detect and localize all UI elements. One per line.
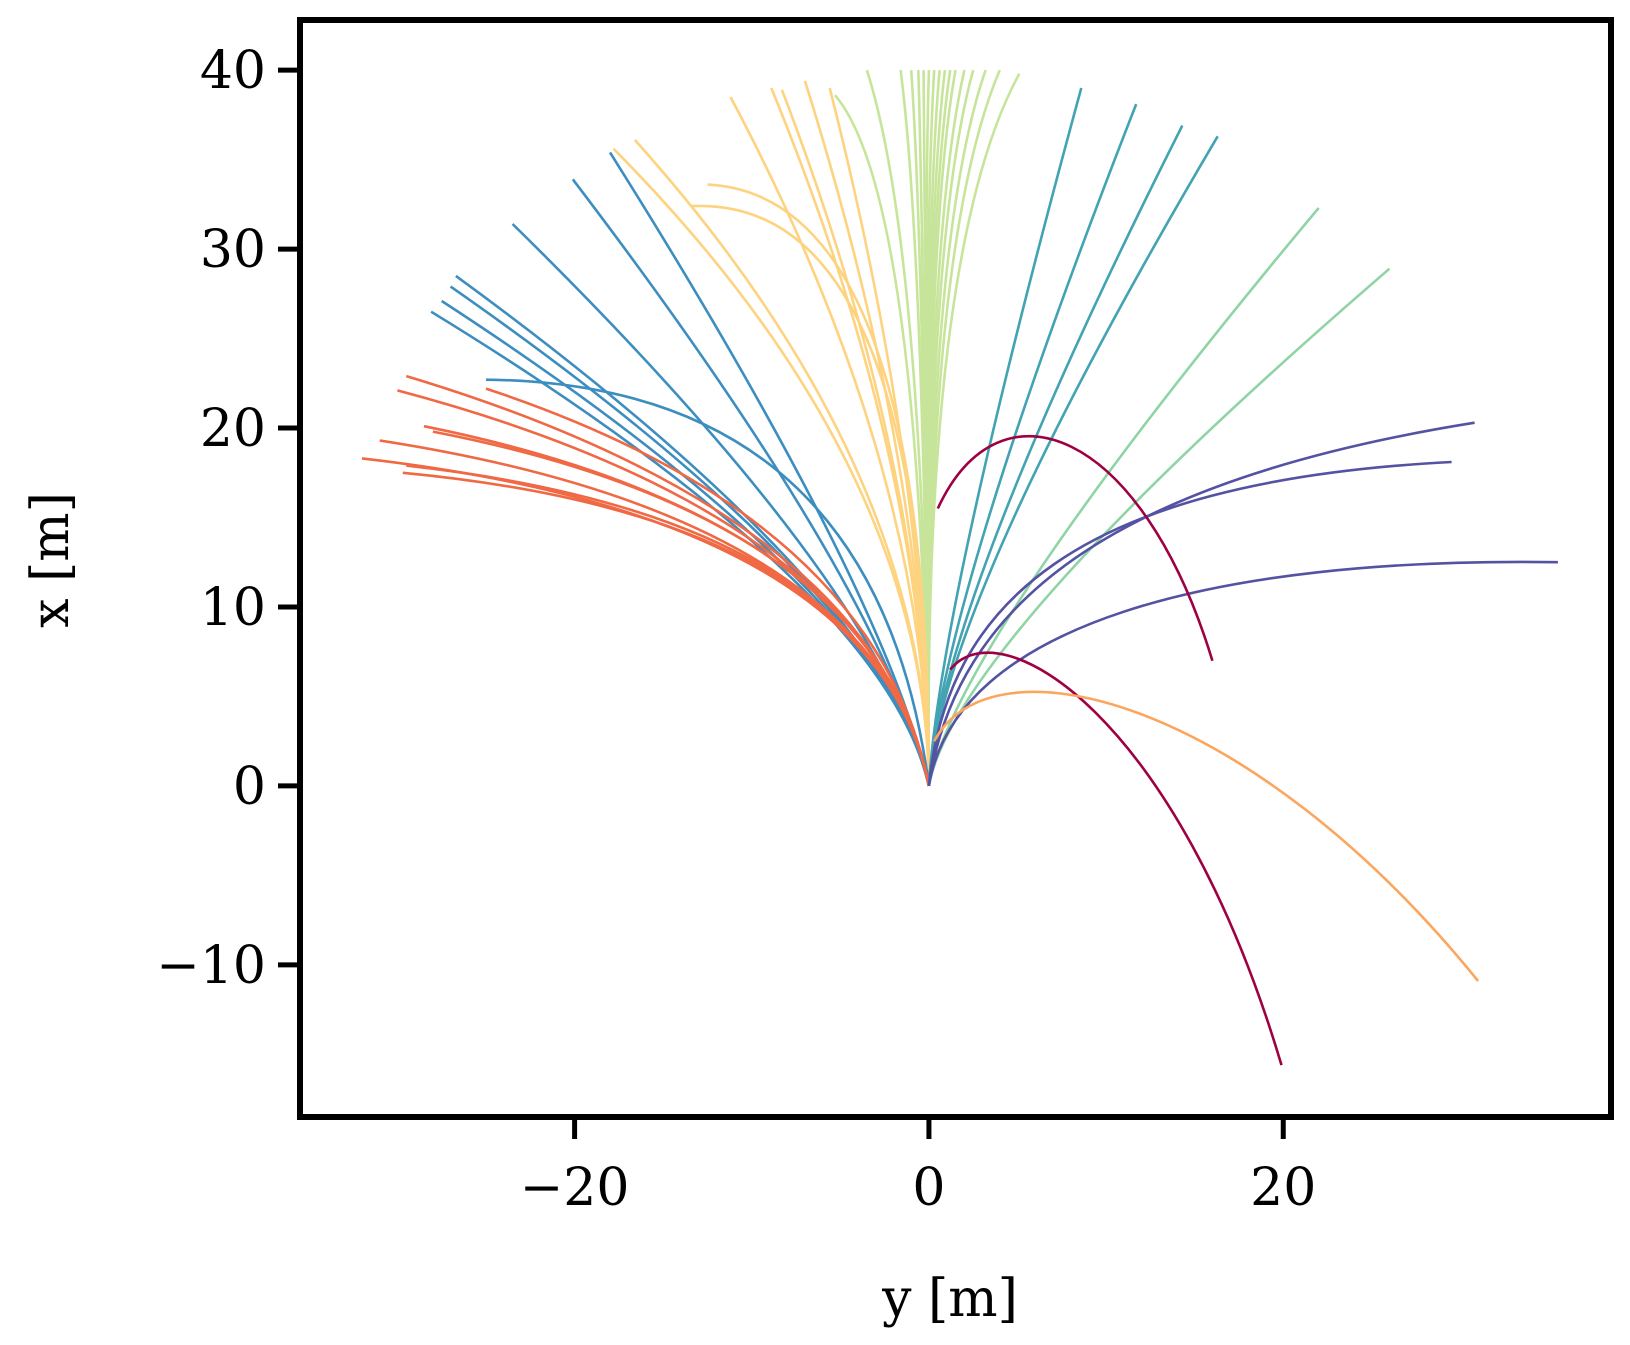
trajectory-line-orange [933,690,1480,982]
y-tick-label: 10 [200,578,266,638]
trajectory-line-yellow-0-1 [770,87,931,786]
trajectory-line-yellow-0-6 [633,139,931,786]
ticks-layer: −20 0 20 −10 0 10 20 30 40 [156,41,1316,1218]
trajectory-line-red-4 [379,439,931,787]
y-tick-label: 0 [233,757,266,817]
trajectory-line-red-0 [405,374,931,787]
trajectory-line-red-7 [402,471,931,787]
trajectory-line-red-3 [432,430,931,787]
y-tick-label: −10 [156,936,266,996]
y-tick-label: 30 [200,220,266,280]
y-tick-label: 40 [200,41,266,101]
trajectory-line-indigo-0 [927,460,1452,787]
trajectory-line-indigo-1 [927,421,1475,787]
x-axis-label: y [m] [881,1269,1018,1329]
trajectory-line-red-8 [485,387,931,787]
trajectory-line-red-1 [397,389,931,787]
trajectory-line-teal-3 [927,135,1219,786]
trajectory-line-blue-5 [440,299,931,787]
trajectory-line-blue-6 [430,310,931,787]
y-tick-label: 20 [200,399,266,459]
plot-frame [297,17,1614,1120]
y-axis-label: x [m] [21,492,81,628]
x-tick-label: 0 [912,1158,945,1218]
trajectory-line-yellow-1-1 [691,204,931,786]
trajectory-line-purple-0 [949,651,1283,1066]
x-tick-label: 20 [1250,1158,1316,1218]
trajectory-line-green-0-15 [927,73,1021,786]
trajectory-line-indigo-2 [927,560,1558,787]
trajectory-line-purple-1 [936,435,1214,662]
series-layer [361,69,1558,1066]
trajectory-line-blue-1-0 [485,378,931,787]
x-tick-label: −20 [520,1158,630,1218]
